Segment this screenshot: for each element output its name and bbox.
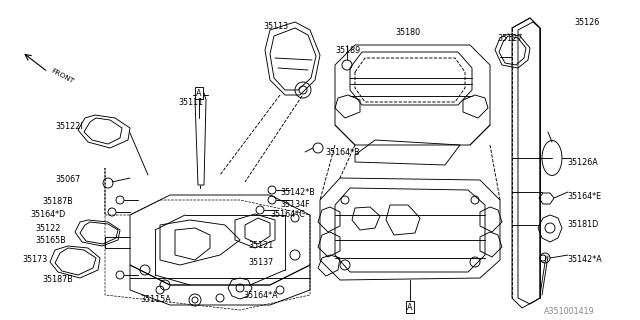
Text: 35121: 35121 xyxy=(248,241,273,250)
Text: 35142*B: 35142*B xyxy=(280,188,315,197)
Text: 35126A: 35126A xyxy=(567,158,598,167)
Text: 35122I: 35122I xyxy=(55,122,83,131)
Text: A: A xyxy=(196,89,202,98)
Text: 35187B: 35187B xyxy=(42,275,73,284)
Text: 35187B: 35187B xyxy=(42,197,73,206)
Text: 35122: 35122 xyxy=(35,224,60,233)
Text: A: A xyxy=(407,302,413,311)
Text: 35142*A: 35142*A xyxy=(567,255,602,264)
Text: 35165B: 35165B xyxy=(35,236,66,245)
Text: FRONT: FRONT xyxy=(50,68,75,85)
Text: 35164*A: 35164*A xyxy=(243,291,278,300)
Text: 35113: 35113 xyxy=(263,22,288,31)
Text: A351001419: A351001419 xyxy=(544,307,595,316)
Text: 35164*E: 35164*E xyxy=(567,192,601,201)
Text: 35067: 35067 xyxy=(55,175,80,184)
Text: 35173: 35173 xyxy=(22,255,47,264)
Text: 35164*C: 35164*C xyxy=(270,210,305,219)
Text: 35180: 35180 xyxy=(395,28,420,37)
Text: 35126: 35126 xyxy=(574,18,599,27)
Text: 35127: 35127 xyxy=(497,34,522,43)
Text: 35115A: 35115A xyxy=(140,295,171,304)
Text: 35134F: 35134F xyxy=(280,200,310,209)
Text: 35189: 35189 xyxy=(335,46,360,55)
Text: 35137: 35137 xyxy=(248,258,273,267)
Text: 35111: 35111 xyxy=(178,98,203,107)
Text: 35181D: 35181D xyxy=(567,220,598,229)
Text: 35164*B: 35164*B xyxy=(325,148,360,157)
Text: 35164*D: 35164*D xyxy=(30,210,65,219)
